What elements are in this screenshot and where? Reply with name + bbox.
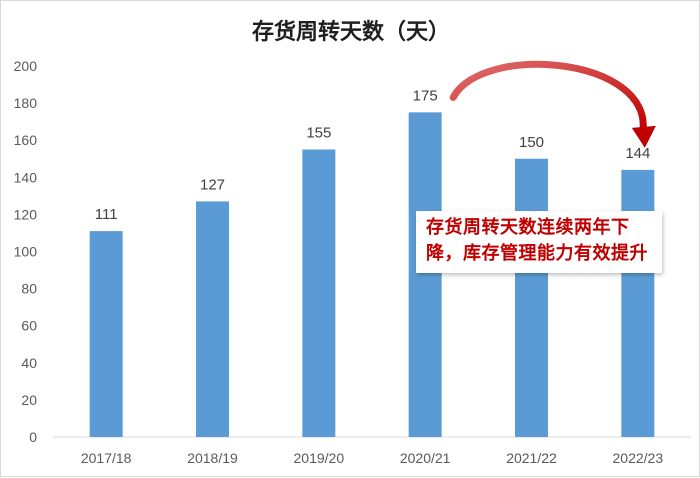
- bar: [515, 158, 548, 437]
- bar: [196, 201, 229, 437]
- x-tick-label: 2017/18: [81, 450, 132, 466]
- x-tick-label: 2022/23: [613, 450, 664, 466]
- data-label: 144: [625, 145, 650, 162]
- bar: [408, 112, 442, 437]
- bar: [302, 149, 336, 437]
- data-labels: 111 127 155 175 150 144: [95, 87, 651, 223]
- y-tick-label: 40: [21, 355, 37, 371]
- y-tick-label: 20: [21, 392, 37, 408]
- y-tick-label: 140: [14, 169, 38, 185]
- chart-title: 存货周转天数（天）: [252, 19, 450, 45]
- data-label: 111: [95, 206, 118, 223]
- x-tick-label: 2019/20: [294, 450, 345, 466]
- y-tick-label: 180: [14, 95, 38, 111]
- y-tick-label: 200: [14, 58, 38, 74]
- y-tick-label: 100: [14, 244, 38, 260]
- y-tick-label: 0: [29, 429, 37, 445]
- arrow-curve: [449, 60, 647, 136]
- y-tick-label: 160: [14, 132, 38, 148]
- bar-series: [89, 112, 655, 437]
- arrow-head: [631, 125, 656, 148]
- data-label: 155: [306, 124, 331, 141]
- data-label: 175: [413, 87, 438, 104]
- bar: [621, 169, 655, 437]
- data-label: 150: [519, 134, 544, 151]
- y-tick-label: 80: [21, 281, 37, 297]
- x-tick-label: 2021/22: [506, 450, 557, 466]
- y-tick-label: 60: [21, 318, 37, 334]
- bar: [89, 231, 123, 437]
- x-axis: 2017/18 2018/19 2019/20 2020/21 2021/22 2022/…: [81, 450, 663, 466]
- annotation-box: 存货周转天数连续两年下降，库存管理能力有效提升: [416, 211, 662, 273]
- data-label: 127: [200, 176, 225, 193]
- y-tick-label: 120: [14, 206, 38, 222]
- y-axis: 0 20 40 60 80 100 120 140 160 180 200: [14, 58, 38, 445]
- curved-arrow: [449, 60, 656, 148]
- x-tick-label: 2020/21: [400, 450, 451, 466]
- x-tick-label: 2018/19: [187, 450, 238, 466]
